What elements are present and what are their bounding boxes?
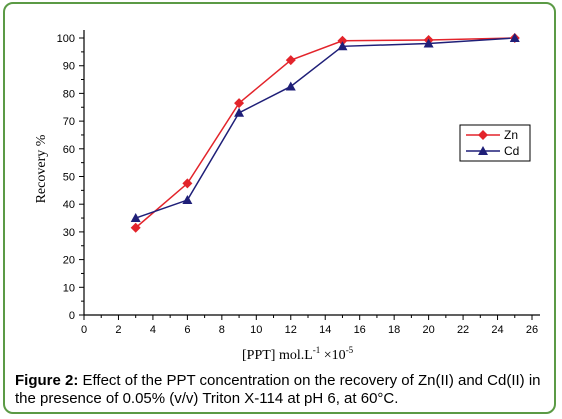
x-tick-label: 10 — [250, 324, 262, 336]
series-cd-point — [337, 41, 348, 51]
y-tick-label: 100 — [57, 33, 75, 45]
y-tick-label: 30 — [63, 227, 75, 239]
y-tick-label: 0 — [69, 310, 75, 322]
legend-zn-label: Zn — [504, 128, 518, 142]
x-tick-label: 0 — [81, 324, 87, 336]
y-tick-label: 50 — [63, 172, 75, 184]
figure-caption: Figure 2: Effect of the PPT concentratio… — [15, 372, 550, 408]
series-cd-point — [130, 213, 141, 223]
legend-cd-label: Cd — [504, 144, 519, 158]
x-tick-label: 12 — [285, 324, 297, 336]
x-tick-label: 14 — [319, 324, 331, 336]
x-tick-label: 20 — [422, 324, 434, 336]
series-zn-point — [285, 55, 296, 66]
caption-text: Effect of the PPT concentration on the r… — [15, 372, 541, 407]
x-tick-label: 8 — [219, 324, 225, 336]
legend-zn-marker — [478, 130, 488, 140]
x-axis-title-mid: ×10 — [320, 348, 345, 363]
series-zn-point — [337, 35, 348, 46]
series-cd-point — [509, 33, 520, 42]
y-axis-title: Recovery % — [34, 134, 49, 203]
caption-label: Figure 2: — [15, 372, 79, 389]
y-tick-label: 60 — [63, 144, 75, 156]
figure-frame: 0 2 4 6 8 10 12 14 16 18 20 22 24 26 0 10 20 30 40 50 60 70 80… — [3, 2, 556, 414]
y-tick-label: 40 — [63, 199, 75, 211]
series-zn-point — [182, 178, 193, 189]
x-axis-title-sup1: -1 — [313, 345, 321, 355]
y-tick-label: 10 — [63, 282, 75, 294]
x-tick-label: 18 — [388, 324, 400, 336]
series-zn-line — [135, 37, 515, 229]
series-zn-point — [234, 98, 245, 109]
legend-cd-marker — [478, 146, 488, 155]
x-tick-label: 22 — [457, 324, 469, 336]
legend: Zn Cd — [459, 124, 531, 162]
x-tick-label: 6 — [184, 324, 190, 336]
series-cd-point — [182, 195, 193, 205]
x-axis-title: [PPT] mol.L-1 ×10-5 — [242, 345, 354, 363]
series-zn-point — [130, 222, 141, 233]
y-tick-label: 90 — [63, 61, 75, 73]
series-cd-point — [423, 38, 434, 48]
series-cd-point — [234, 107, 245, 117]
legend-box — [459, 124, 531, 162]
series-cd-line — [135, 37, 515, 219]
x-tick-label: 24 — [491, 324, 503, 336]
x-tick-label: 16 — [354, 324, 366, 336]
axes: 0 2 4 6 8 10 12 14 16 18 20 22 24 2601020304050607080… — [57, 30, 540, 336]
y-tick-label: 70 — [63, 116, 75, 128]
chart: 0 2 4 6 8 10 12 14 16 18 20 22 24 2601020304050607080… — [34, 30, 540, 363]
series-cd-point — [285, 81, 296, 91]
x-tick-label: 26 — [526, 324, 538, 336]
x-axis-title-sup2: -5 — [346, 345, 354, 355]
y-tick-label: 20 — [63, 255, 75, 267]
y-tick-label: 80 — [63, 88, 75, 100]
plot-area — [130, 33, 520, 233]
x-axis-title-main: [PPT] mol.L — [242, 348, 313, 363]
x-tick-label: 4 — [150, 324, 156, 336]
x-tick-label: 2 — [115, 324, 121, 336]
